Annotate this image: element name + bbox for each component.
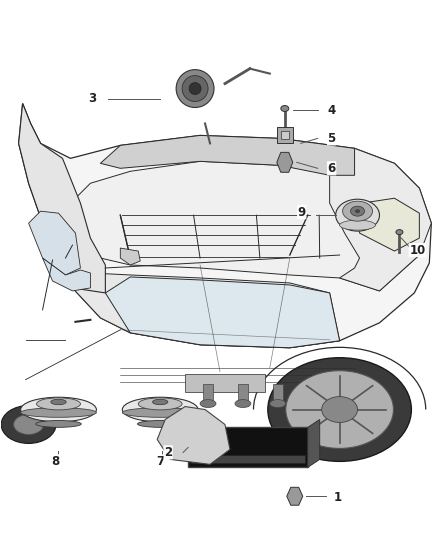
- Ellipse shape: [321, 397, 357, 423]
- Ellipse shape: [21, 397, 96, 422]
- Polygon shape: [42, 258, 90, 291]
- Text: 3: 3: [88, 92, 96, 105]
- Ellipse shape: [339, 220, 375, 230]
- Polygon shape: [157, 407, 230, 464]
- Ellipse shape: [235, 400, 251, 408]
- Ellipse shape: [51, 399, 66, 405]
- Ellipse shape: [37, 398, 81, 410]
- Text: 6: 6: [328, 162, 336, 175]
- Polygon shape: [72, 273, 339, 348]
- Polygon shape: [28, 211, 81, 275]
- Text: 1: 1: [334, 491, 342, 504]
- Text: 4: 4: [328, 104, 336, 117]
- Ellipse shape: [122, 408, 198, 417]
- FancyBboxPatch shape: [188, 427, 308, 467]
- FancyBboxPatch shape: [238, 384, 248, 406]
- Ellipse shape: [350, 206, 364, 216]
- Polygon shape: [106, 277, 339, 348]
- Ellipse shape: [336, 199, 379, 231]
- Ellipse shape: [281, 106, 289, 111]
- Polygon shape: [330, 148, 431, 291]
- Polygon shape: [19, 103, 106, 293]
- Ellipse shape: [14, 415, 43, 434]
- Text: 7: 7: [156, 455, 164, 468]
- Polygon shape: [71, 161, 419, 291]
- Polygon shape: [120, 248, 140, 265]
- Ellipse shape: [182, 76, 208, 101]
- Ellipse shape: [268, 358, 411, 462]
- Ellipse shape: [343, 201, 372, 221]
- Ellipse shape: [122, 397, 198, 422]
- Polygon shape: [100, 135, 355, 175]
- Ellipse shape: [355, 209, 360, 213]
- Text: 10: 10: [409, 244, 425, 256]
- FancyBboxPatch shape: [273, 384, 283, 406]
- Polygon shape: [360, 198, 419, 251]
- Polygon shape: [277, 152, 293, 172]
- Polygon shape: [308, 419, 320, 467]
- Text: 8: 8: [51, 455, 60, 468]
- FancyBboxPatch shape: [277, 127, 293, 143]
- Ellipse shape: [36, 421, 81, 427]
- Ellipse shape: [21, 408, 96, 417]
- Ellipse shape: [270, 400, 286, 408]
- FancyBboxPatch shape: [203, 384, 213, 406]
- Ellipse shape: [138, 421, 183, 427]
- FancyBboxPatch shape: [281, 132, 289, 140]
- Text: 9: 9: [297, 206, 306, 219]
- FancyBboxPatch shape: [191, 455, 305, 463]
- Polygon shape: [287, 487, 303, 505]
- Ellipse shape: [138, 398, 182, 410]
- Ellipse shape: [189, 83, 201, 94]
- Ellipse shape: [396, 230, 403, 235]
- Polygon shape: [19, 103, 431, 348]
- Ellipse shape: [200, 400, 216, 408]
- Ellipse shape: [1, 406, 56, 443]
- Ellipse shape: [152, 399, 168, 405]
- Text: 5: 5: [328, 132, 336, 145]
- Ellipse shape: [286, 370, 393, 448]
- Ellipse shape: [176, 70, 214, 108]
- Text: 2: 2: [164, 446, 172, 459]
- FancyBboxPatch shape: [185, 374, 265, 392]
